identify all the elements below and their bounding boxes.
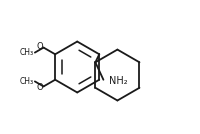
Text: CH₃: CH₃: [19, 77, 34, 86]
Text: CH₃: CH₃: [19, 48, 34, 57]
Text: NH₂: NH₂: [109, 76, 127, 86]
Text: O: O: [36, 42, 43, 51]
Text: O: O: [36, 83, 43, 92]
